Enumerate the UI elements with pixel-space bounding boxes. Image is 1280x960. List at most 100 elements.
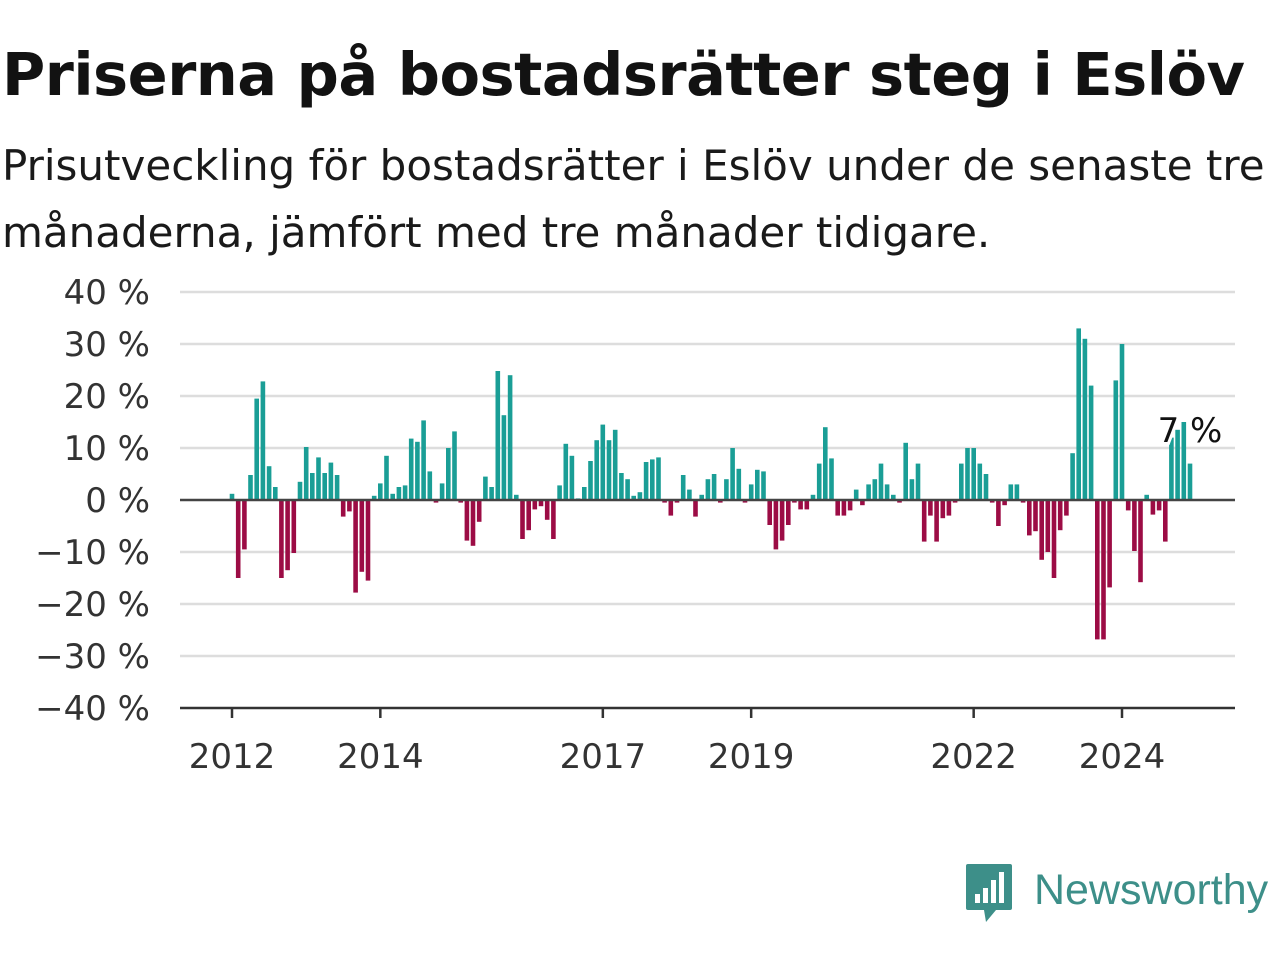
bar [1082, 338, 1088, 500]
bar [662, 500, 667, 503]
bar [483, 476, 488, 500]
x-tick-label: 2019 [708, 737, 795, 777]
bar [538, 500, 544, 507]
x-tick-label: 2017 [560, 737, 647, 777]
bar [940, 500, 946, 519]
bar [588, 461, 593, 500]
bar [841, 500, 847, 516]
bar [1070, 453, 1075, 500]
bar [767, 500, 772, 525]
bar [235, 500, 241, 578]
bar [1002, 500, 1007, 506]
bar [1132, 500, 1137, 551]
bar [1027, 500, 1032, 536]
bar [730, 448, 735, 500]
bar [835, 500, 840, 516]
bar [656, 457, 661, 500]
bar [501, 415, 507, 500]
bar [569, 455, 575, 500]
bar [322, 473, 327, 500]
last-value-annotation: 7 % [1158, 411, 1223, 451]
bar [1020, 500, 1026, 503]
bar [347, 500, 352, 512]
bar [724, 479, 729, 500]
bar [773, 500, 779, 550]
bar [297, 481, 303, 500]
bar [328, 462, 334, 500]
bar [711, 474, 717, 500]
bar [1076, 328, 1081, 500]
bar [495, 371, 501, 500]
bar [619, 473, 624, 500]
bar [458, 500, 463, 503]
bar [779, 500, 785, 541]
bar [1101, 500, 1106, 640]
bar [594, 440, 599, 500]
axes [180, 498, 1235, 718]
x-tick-label: 2024 [1079, 737, 1166, 777]
bar [353, 500, 358, 593]
bar [285, 500, 290, 571]
bar [909, 479, 915, 500]
bar [1181, 422, 1187, 500]
bar [1057, 500, 1063, 531]
bar [279, 500, 284, 578]
bar [668, 500, 674, 516]
bar [798, 500, 803, 510]
bar [514, 494, 519, 500]
bar [1008, 484, 1014, 500]
bar [464, 500, 470, 541]
bar [470, 500, 476, 546]
bar [810, 494, 816, 500]
bar [1175, 429, 1180, 500]
bar [637, 492, 643, 500]
bar [699, 494, 704, 500]
bar [452, 431, 457, 500]
bar [946, 500, 952, 516]
bar [582, 487, 587, 500]
bar [334, 475, 340, 500]
bar [915, 463, 921, 500]
bar [921, 500, 927, 542]
bar [600, 424, 606, 500]
bar [786, 500, 791, 525]
bar [952, 500, 958, 503]
x-tick-label: 2022 [930, 737, 1017, 777]
bar [248, 475, 253, 500]
bar [316, 457, 321, 500]
bar [1169, 437, 1174, 500]
bar [748, 484, 754, 500]
bar [989, 500, 995, 503]
bar [1033, 500, 1038, 532]
bar [971, 448, 976, 500]
bar [1163, 500, 1168, 542]
bar [1138, 500, 1143, 583]
bar [612, 429, 618, 500]
bar [390, 493, 395, 500]
bar [996, 500, 1001, 526]
bar [1150, 500, 1156, 515]
bar [1144, 494, 1149, 500]
bar [415, 441, 420, 500]
bar [903, 442, 908, 500]
bar [242, 500, 247, 550]
bar [266, 466, 272, 500]
bar [254, 398, 259, 500]
y-tick-label: −40 % [35, 689, 150, 729]
bar [310, 473, 315, 500]
bar [1125, 500, 1131, 511]
bar [891, 494, 896, 500]
bar [544, 500, 550, 520]
bar [884, 484, 890, 500]
y-tick-label: 20 % [64, 377, 150, 417]
chart-title: Priserna på bostadsrätter steg i Eslöv [2, 40, 1245, 109]
bar [384, 455, 389, 500]
tick-labels: 40 % 30 % 20 % 10 % 0 % −10 % −20 % −30 % −40 % 2… [35, 273, 1225, 777]
bar [551, 500, 556, 539]
bar [1064, 500, 1069, 516]
bar [402, 485, 408, 500]
bar [736, 468, 742, 500]
bar [371, 495, 377, 500]
bar [959, 463, 964, 500]
